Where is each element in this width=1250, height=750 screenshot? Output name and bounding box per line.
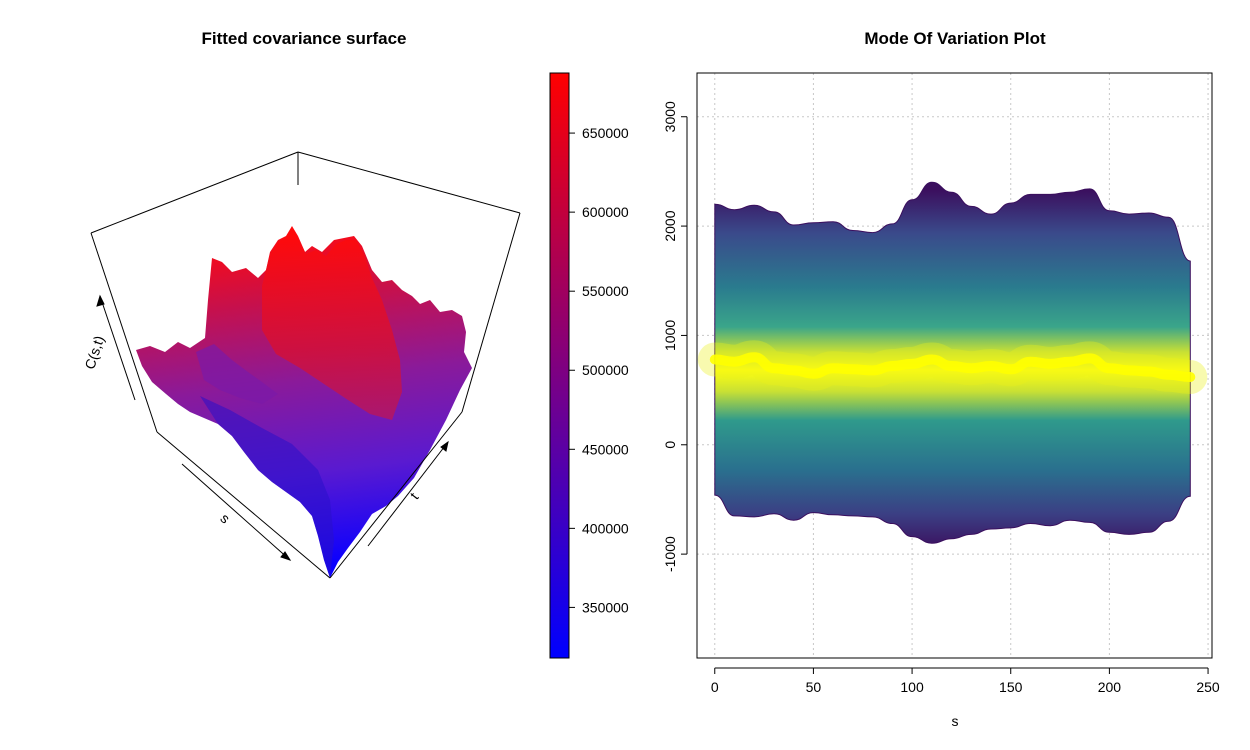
box-edge-left-vertical [90, 232, 158, 433]
covariance-surface [136, 226, 472, 578]
s-axis-arrowhead [280, 551, 292, 561]
colorbar-tick-label-0: 350000 [582, 599, 629, 615]
t-axis-arrowhead [440, 440, 449, 452]
surface-front-shade [200, 396, 334, 578]
s-axis-arrow [181, 463, 291, 561]
s-axis-label: s [217, 510, 233, 527]
mov-x-axis: 0 50 100 150 200 250 [711, 667, 1220, 695]
t-axis-label: t [407, 489, 422, 502]
mov-band [697, 181, 1208, 544]
colorbar-tick-label-1: 400000 [582, 520, 629, 536]
y-tick-label-3: 2000 [662, 210, 678, 241]
box-edge-back-right [297, 151, 521, 214]
z-axis-label: C(s,t) [81, 334, 107, 371]
x-tick-label-1: 50 [806, 679, 822, 695]
colorbar-tick-label-6: 650000 [582, 125, 629, 141]
x-tick-label-4: 200 [1098, 679, 1122, 695]
surface-ridge [262, 227, 402, 420]
mean-line [709, 352, 1196, 382]
box-edge-front-left [156, 431, 331, 579]
colorbar-tick-label-4: 550000 [582, 283, 629, 299]
y-tick-label-4: 3000 [662, 101, 678, 132]
colorbar [549, 72, 570, 659]
x-tick-label-0: 0 [711, 679, 719, 695]
box-edge-back-left [90, 151, 299, 234]
y-tick-label-0: -1000 [662, 536, 678, 572]
mov-plot-frame [696, 72, 1213, 659]
box-edge-right-vertical [461, 212, 521, 413]
x-tick-label-3: 150 [999, 679, 1023, 695]
surface-box-front [156, 411, 463, 579]
y-tick-label-2: 1000 [662, 320, 678, 351]
colorbar-tick-label-3: 500000 [582, 362, 629, 378]
mov-x-axis-label: s [952, 713, 959, 729]
covariance-surface-panel: Fitted covariance surface [81, 29, 629, 659]
z-axis-arrowhead [96, 294, 105, 307]
x-tick-label-5: 250 [1196, 679, 1220, 695]
surface-left-fold [196, 344, 278, 404]
surface-box-back [90, 151, 521, 433]
surface-title: Fitted covariance surface [201, 29, 406, 48]
colorbar-tick-label-5: 600000 [582, 204, 629, 220]
mov-title: Mode Of Variation Plot [864, 29, 1046, 48]
mode-of-variation-panel: Mode Of Variation Plot 0 50 100 150 200 250 -… [662, 29, 1220, 729]
colorbar-ticks: 350000 400000 450000 500000 550000 600000 6500… [569, 125, 629, 615]
x-tick-label-2: 100 [900, 679, 924, 695]
surface-axis-arrows [96, 294, 449, 561]
box-edge-front-right [329, 411, 463, 579]
t-axis-arrow [367, 441, 449, 547]
z-axis-arrow [99, 295, 136, 401]
colorbar-tick-label-2: 450000 [582, 441, 629, 457]
y-tick-label-1: 0 [662, 441, 678, 449]
mov-y-axis: -1000 0 1000 2000 3000 [662, 101, 688, 572]
